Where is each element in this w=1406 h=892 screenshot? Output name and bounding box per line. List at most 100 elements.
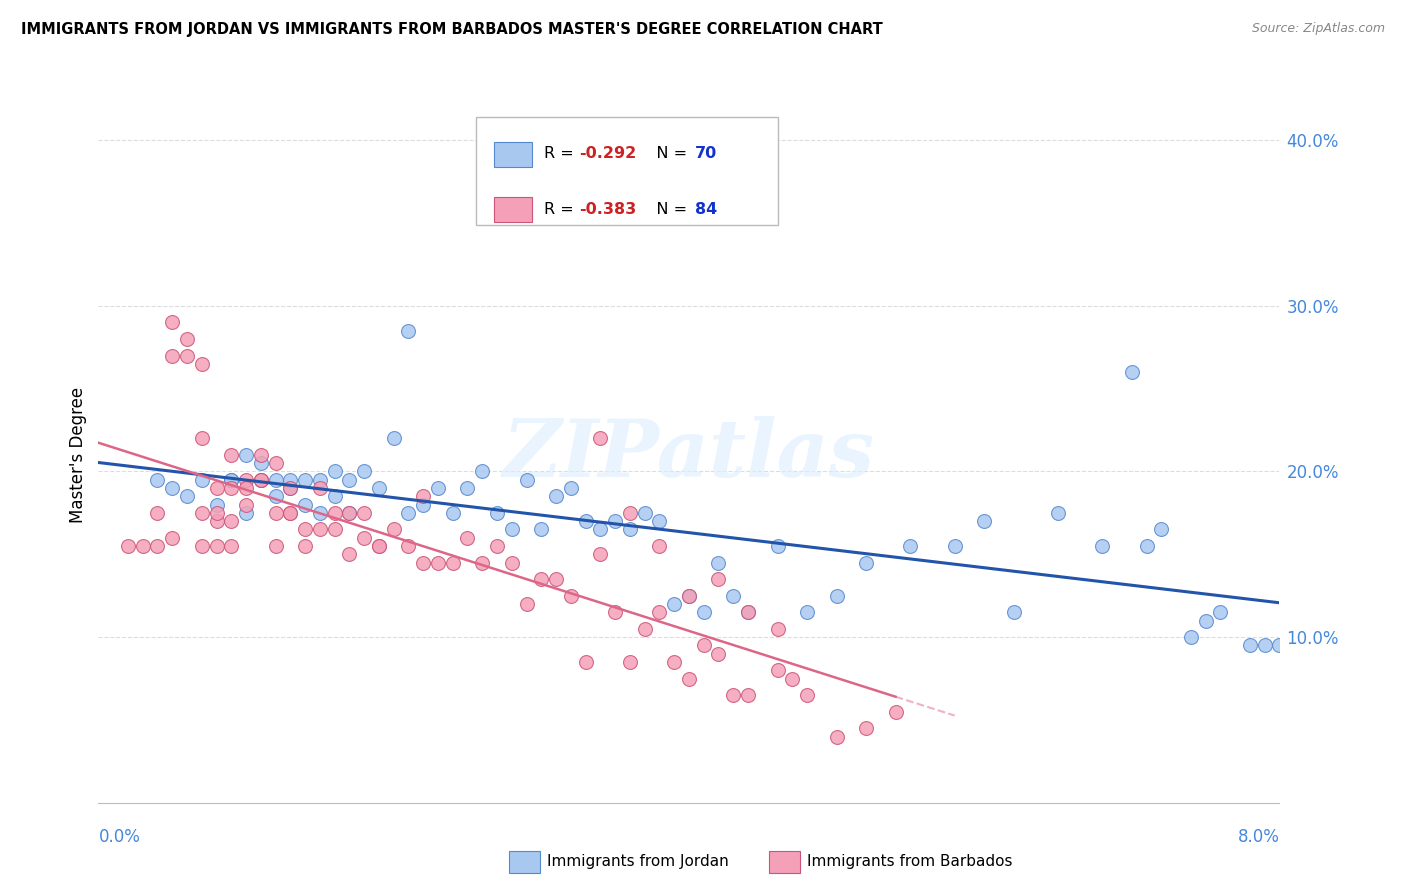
Point bbox=[308, 506, 332, 520]
Point bbox=[648, 514, 671, 528]
Point bbox=[205, 498, 228, 512]
Point bbox=[205, 506, 228, 520]
Point bbox=[766, 622, 789, 636]
Point bbox=[235, 473, 257, 487]
Point bbox=[678, 589, 700, 603]
Point bbox=[294, 473, 316, 487]
Point bbox=[456, 531, 478, 545]
Point bbox=[250, 448, 273, 462]
Point bbox=[501, 556, 523, 570]
Point bbox=[648, 605, 671, 619]
Point bbox=[219, 481, 242, 495]
Point bbox=[367, 539, 389, 553]
Point bbox=[1121, 365, 1143, 379]
Point bbox=[707, 556, 730, 570]
Point bbox=[1239, 639, 1261, 653]
Point bbox=[501, 523, 523, 537]
Point bbox=[1180, 630, 1202, 644]
Point bbox=[191, 539, 214, 553]
Point bbox=[1194, 614, 1216, 628]
Point bbox=[796, 688, 818, 702]
Point bbox=[219, 539, 242, 553]
Point bbox=[943, 539, 966, 553]
Point bbox=[162, 315, 183, 329]
Point bbox=[323, 465, 346, 479]
Point bbox=[264, 456, 287, 470]
FancyBboxPatch shape bbox=[769, 851, 800, 873]
Point bbox=[471, 465, 494, 479]
Point bbox=[264, 506, 287, 520]
FancyBboxPatch shape bbox=[494, 197, 531, 222]
Point bbox=[278, 506, 302, 520]
Point bbox=[219, 514, 242, 528]
Point bbox=[353, 506, 375, 520]
Point bbox=[1254, 639, 1277, 653]
Point bbox=[294, 523, 316, 537]
Point bbox=[855, 556, 877, 570]
Point bbox=[884, 705, 907, 719]
Point bbox=[441, 556, 464, 570]
Point bbox=[396, 506, 419, 520]
Point bbox=[1268, 639, 1291, 653]
Point bbox=[633, 506, 655, 520]
Point bbox=[485, 506, 508, 520]
Point bbox=[412, 556, 434, 570]
Point bbox=[693, 605, 716, 619]
Text: N =: N = bbox=[641, 202, 692, 217]
Point bbox=[191, 473, 214, 487]
Text: Immigrants from Barbados: Immigrants from Barbados bbox=[807, 855, 1012, 870]
Point bbox=[337, 506, 360, 520]
Point bbox=[471, 556, 494, 570]
Point bbox=[396, 539, 419, 553]
Point bbox=[605, 514, 627, 528]
Point bbox=[146, 539, 169, 553]
Point bbox=[235, 448, 257, 462]
Point bbox=[337, 473, 360, 487]
Point bbox=[546, 489, 568, 503]
Point bbox=[1209, 605, 1232, 619]
Point bbox=[176, 489, 198, 503]
Point bbox=[162, 531, 183, 545]
Point bbox=[308, 481, 332, 495]
Point bbox=[766, 663, 789, 677]
Point bbox=[707, 572, 730, 586]
Point bbox=[574, 655, 596, 669]
Point bbox=[707, 647, 730, 661]
Point bbox=[441, 506, 464, 520]
Point bbox=[337, 506, 360, 520]
Text: -0.292: -0.292 bbox=[579, 146, 637, 161]
Point bbox=[664, 655, 686, 669]
Point bbox=[162, 349, 183, 363]
Point bbox=[766, 539, 789, 553]
Point bbox=[737, 605, 759, 619]
Point bbox=[278, 481, 302, 495]
Point bbox=[678, 672, 700, 686]
Text: IMMIGRANTS FROM JORDAN VS IMMIGRANTS FROM BARBADOS MASTER'S DEGREE CORRELATION C: IMMIGRANTS FROM JORDAN VS IMMIGRANTS FRO… bbox=[21, 22, 883, 37]
Point bbox=[205, 514, 228, 528]
Point bbox=[560, 481, 582, 495]
Point bbox=[619, 655, 641, 669]
Text: R =: R = bbox=[544, 202, 578, 217]
Point bbox=[530, 523, 553, 537]
Point bbox=[294, 498, 316, 512]
Text: 0.0%: 0.0% bbox=[98, 828, 141, 846]
Point bbox=[855, 721, 877, 735]
Point bbox=[264, 539, 287, 553]
Text: 8.0%: 8.0% bbox=[1237, 828, 1279, 846]
Y-axis label: Master's Degree: Master's Degree bbox=[69, 387, 87, 523]
Text: Immigrants from Jordan: Immigrants from Jordan bbox=[547, 855, 728, 870]
Point bbox=[900, 539, 922, 553]
Point bbox=[117, 539, 139, 553]
Point bbox=[589, 523, 612, 537]
Text: R =: R = bbox=[544, 146, 578, 161]
Point bbox=[367, 539, 389, 553]
Point bbox=[589, 547, 612, 561]
Point bbox=[619, 523, 641, 537]
Point bbox=[426, 481, 449, 495]
Point bbox=[235, 498, 257, 512]
Point bbox=[323, 506, 346, 520]
Point bbox=[132, 539, 155, 553]
Point bbox=[412, 498, 434, 512]
Point bbox=[191, 357, 214, 371]
Point bbox=[721, 589, 744, 603]
